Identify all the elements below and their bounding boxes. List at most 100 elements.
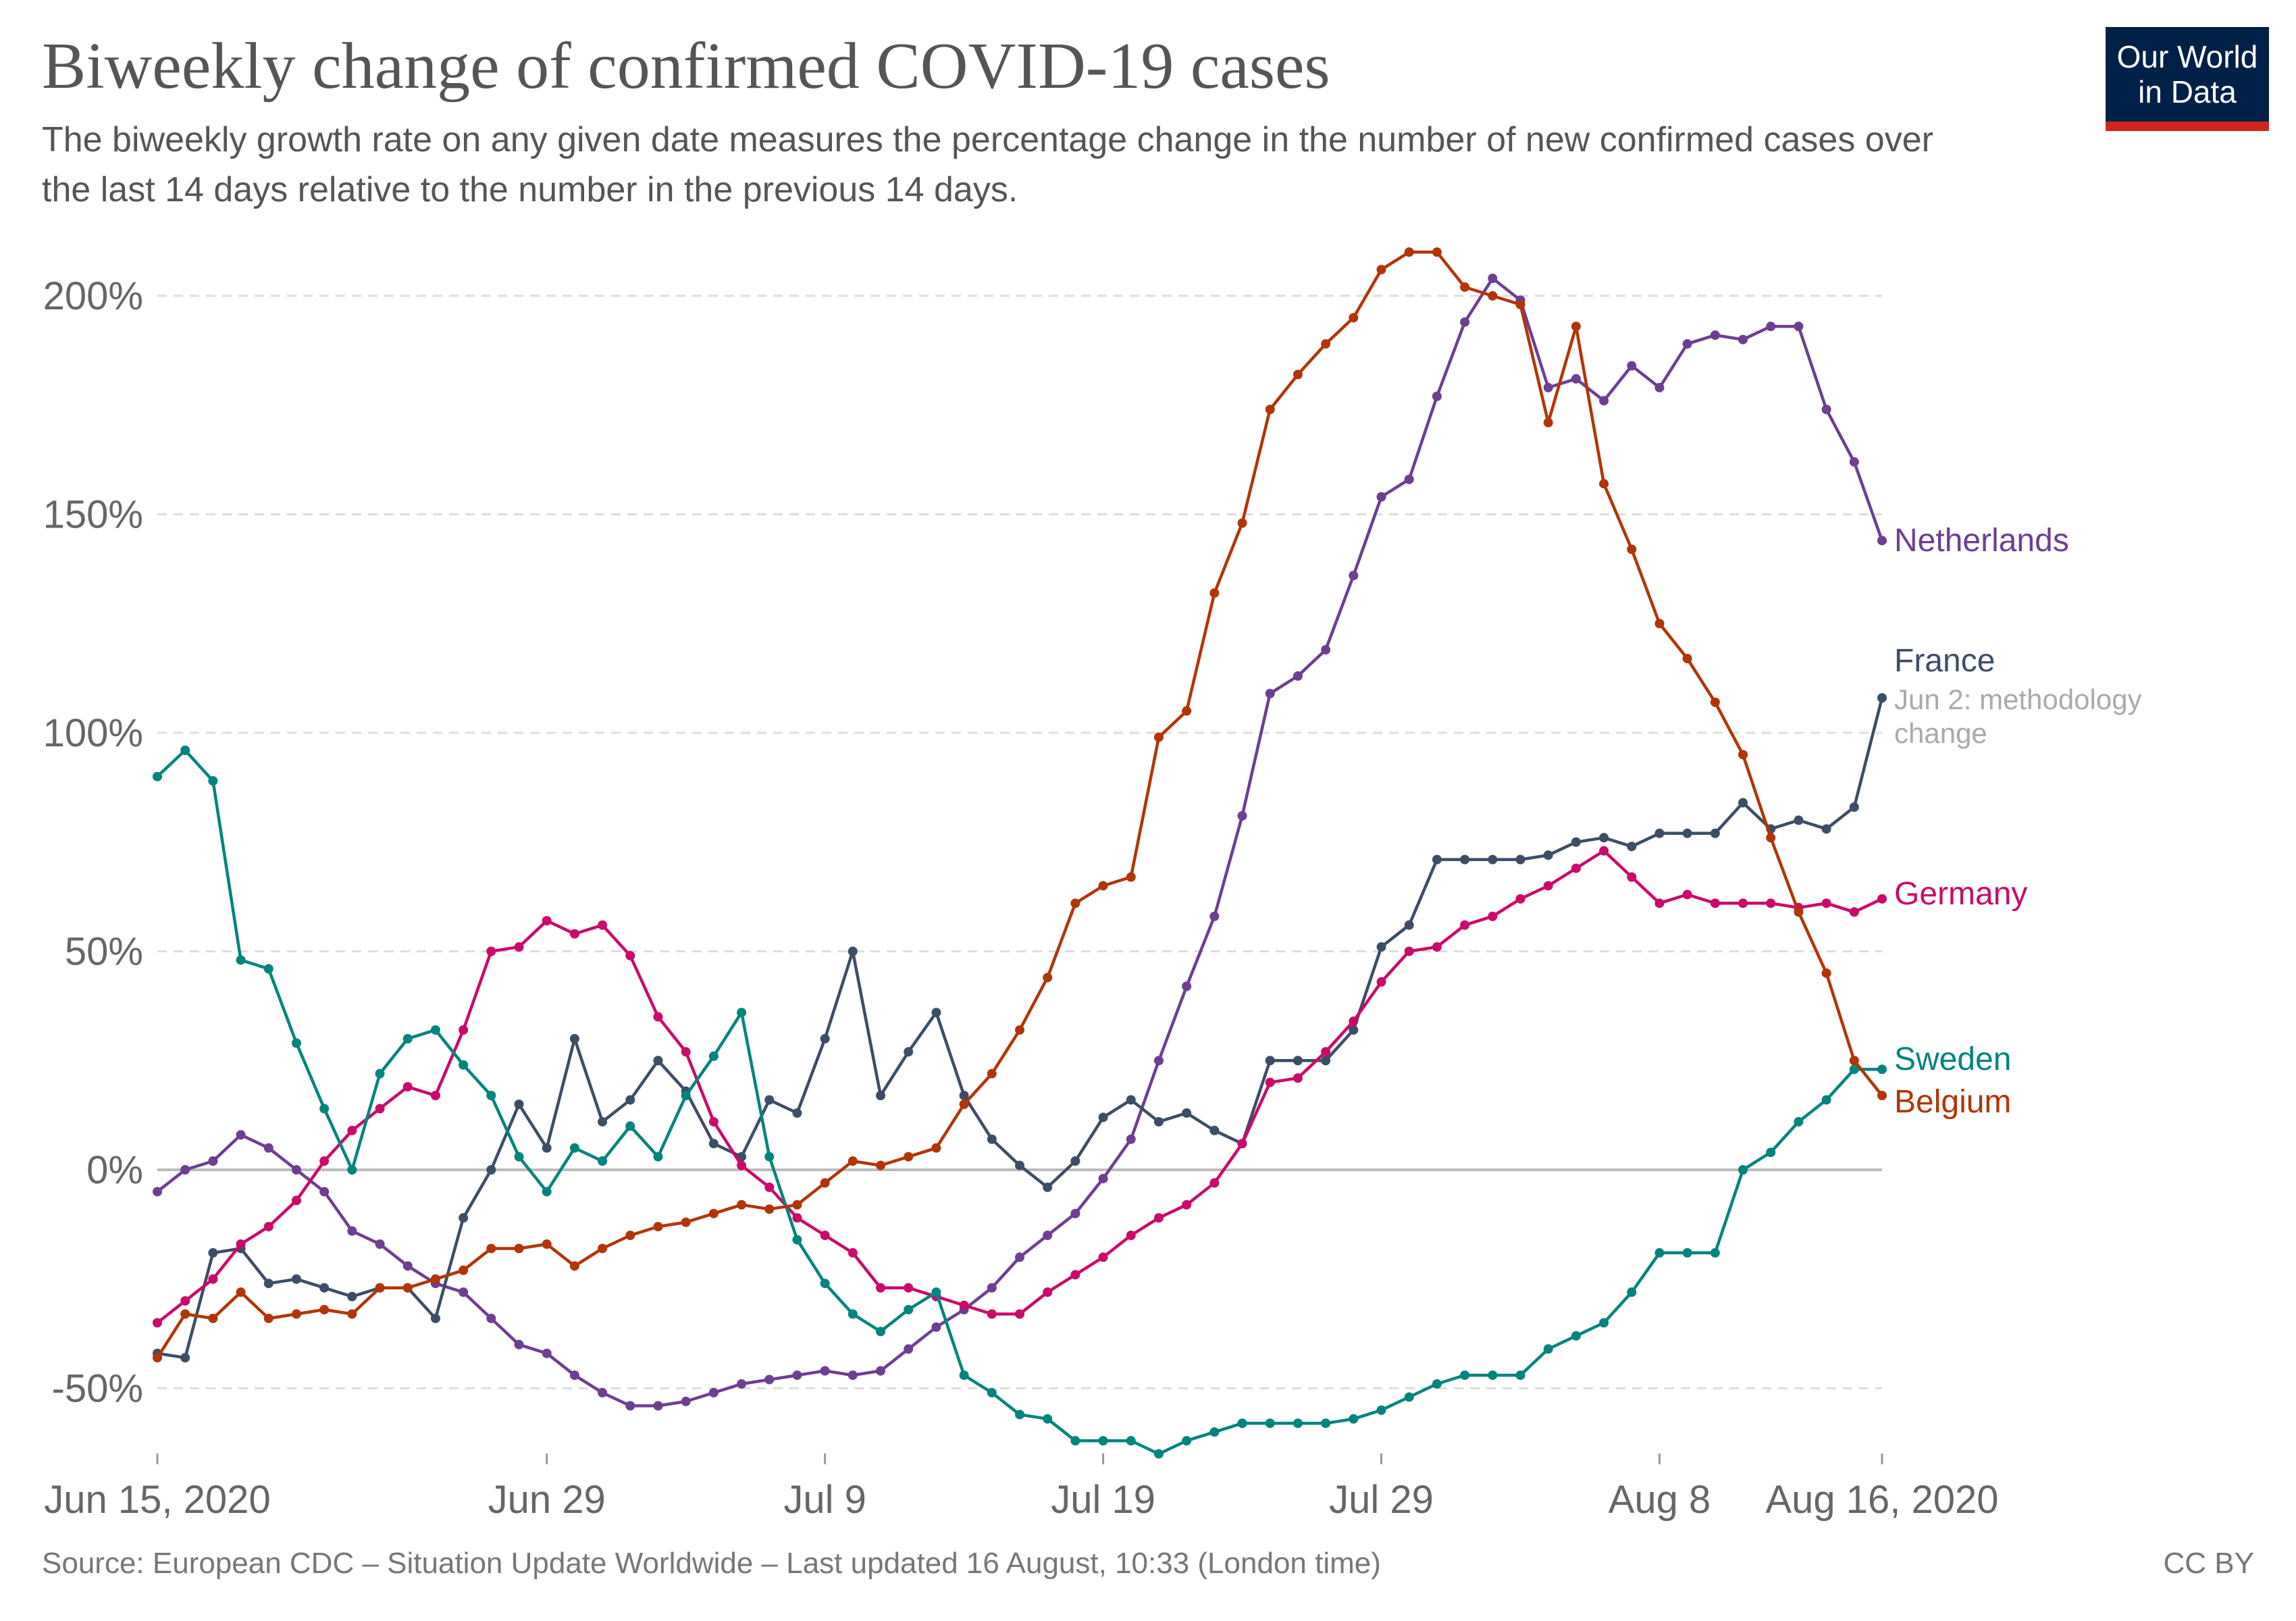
legend-label-netherlands: Netherlands: [1894, 523, 2069, 559]
point-netherlands: [681, 1396, 691, 1406]
point-netherlands: [1543, 382, 1553, 392]
point-netherlands: [1654, 382, 1665, 392]
y-tick-label: 200%: [43, 274, 143, 318]
point-france: [1543, 850, 1553, 860]
point-belgium: [737, 1200, 747, 1210]
point-belgium: [1543, 417, 1553, 428]
point-sweden: [847, 1309, 858, 1319]
series-line-belgium: [156, 251, 1883, 1359]
point-sweden: [1794, 1116, 1804, 1127]
point-germany: [1126, 1231, 1136, 1241]
point-netherlands: [1794, 321, 1804, 332]
y-tick-label: -50%: [52, 1367, 143, 1411]
point-netherlands: [598, 1387, 608, 1397]
point-france: [653, 1056, 663, 1066]
point-france: [1794, 815, 1804, 825]
point-sweden: [1293, 1418, 1303, 1429]
point-belgium: [1766, 833, 1776, 843]
point-netherlands: [236, 1130, 246, 1140]
point-netherlands: [1098, 1173, 1108, 1183]
point-sweden: [1515, 1370, 1525, 1381]
point-france: [486, 1165, 496, 1175]
point-belgium: [1126, 872, 1136, 882]
point-belgium: [1682, 654, 1692, 664]
point-germany: [486, 946, 496, 956]
point-france: [1182, 1108, 1192, 1118]
point-germany: [1515, 894, 1525, 904]
point-belgium: [876, 1160, 886, 1170]
point-belgium: [847, 1156, 858, 1166]
point-belgium: [1794, 907, 1804, 917]
x-tick-label: Jul 29: [1329, 1478, 1434, 1522]
point-germany: [625, 950, 635, 960]
point-sweden: [1571, 1331, 1581, 1341]
point-france: [625, 1095, 635, 1105]
point-netherlands: [542, 1348, 552, 1358]
point-netherlands: [1015, 1252, 1024, 1262]
point-sweden: [708, 1051, 719, 1061]
point-sweden: [1376, 1405, 1386, 1415]
point-sweden: [459, 1060, 469, 1070]
point-sweden: [1710, 1247, 1720, 1258]
point-netherlands: [1404, 474, 1414, 484]
point-france: [1153, 1116, 1164, 1127]
point-france: [876, 1091, 886, 1101]
point-netherlands: [1488, 274, 1498, 284]
point-sweden: [291, 1038, 301, 1048]
point-belgium: [1153, 732, 1164, 742]
point-germany: [764, 1182, 775, 1192]
point-belgium: [820, 1178, 830, 1188]
point-belgium: [236, 1287, 246, 1297]
point-france: [1432, 854, 1442, 865]
point-germany: [1098, 1252, 1108, 1262]
chart-subtitle: The biweekly growth rate on any given da…: [42, 120, 1933, 209]
logo-line-2: in Data: [2138, 74, 2237, 109]
series-line-germany: [156, 849, 1883, 1324]
series-line-netherlands: [156, 276, 1884, 1408]
point-sweden: [737, 1008, 747, 1018]
point-germany: [542, 916, 552, 926]
y-tick-label: 100%: [43, 711, 143, 755]
point-germany: [1821, 898, 1831, 908]
point-belgium: [1404, 247, 1414, 257]
point-germany: [1153, 1213, 1164, 1223]
point-france: [1265, 1056, 1275, 1066]
point-germany: [180, 1296, 190, 1306]
point-germany: [904, 1283, 914, 1293]
point-germany: [1710, 898, 1720, 908]
legend-label-germany: Germany: [1894, 876, 2027, 912]
point-germany: [569, 929, 579, 939]
point-belgium: [1043, 973, 1053, 983]
point-sweden: [402, 1033, 413, 1044]
x-tick-label: Jun 15, 2020: [44, 1478, 270, 1522]
point-belgium: [375, 1283, 385, 1293]
france-note-line-2: change: [1894, 717, 1987, 749]
point-sweden: [653, 1152, 663, 1162]
point-netherlands: [1209, 911, 1220, 921]
point-france: [1682, 828, 1692, 838]
point-sweden: [1070, 1436, 1080, 1446]
point-netherlands: [1349, 571, 1359, 581]
point-france: [1654, 828, 1665, 838]
legend-label-belgium: Belgium: [1894, 1084, 2011, 1120]
point-sweden: [430, 1025, 440, 1035]
point-france: [1404, 920, 1414, 930]
point-netherlands: [625, 1401, 635, 1411]
point-belgium: [569, 1261, 579, 1271]
point-netherlands: [1043, 1231, 1053, 1241]
point-france: [569, 1033, 579, 1044]
point-netherlands: [402, 1261, 413, 1271]
license-link[interactable]: CC BY: [2163, 1547, 2254, 1580]
point-belgium: [681, 1217, 691, 1227]
point-germany: [153, 1318, 162, 1328]
point-belgium: [291, 1309, 301, 1319]
point-france: [291, 1274, 301, 1284]
x-tick-label: Aug 16, 2020: [1765, 1478, 1998, 1522]
point-germany: [1543, 881, 1553, 891]
point-netherlands: [1182, 981, 1192, 992]
point-netherlands: [1376, 492, 1386, 502]
point-sweden: [347, 1165, 357, 1175]
owid-logo[interactable]: Our World in Data: [2106, 27, 2269, 131]
legend-label-sweden: Sweden: [1894, 1041, 2011, 1077]
point-france: [1098, 1112, 1108, 1123]
